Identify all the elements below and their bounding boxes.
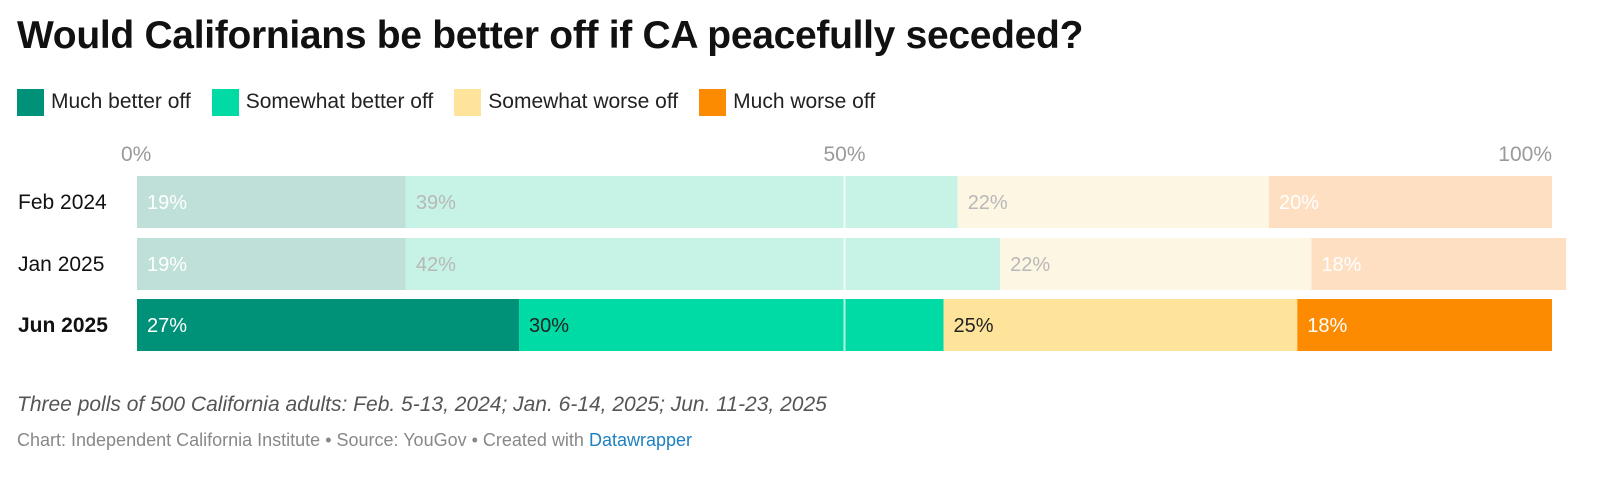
data-label: 39% — [416, 192, 456, 214]
legend-swatch — [699, 88, 727, 116]
legend-label: Somewhat worse off — [488, 90, 679, 113]
data-label: 25% — [954, 315, 994, 337]
bar-segment — [137, 176, 406, 228]
legend-label: Somewhat better off — [245, 90, 434, 113]
data-label: 22% — [1010, 254, 1050, 276]
bar-segment — [405, 238, 1001, 290]
data-label: 30% — [529, 315, 569, 337]
x-tick-label: 50% — [823, 143, 865, 166]
legend-swatch — [211, 88, 239, 116]
legend-item-somewhat-worse: Somewhat worse off — [454, 88, 679, 116]
legend-item-somewhat-better: Somewhat better off — [211, 88, 434, 116]
data-label: 42% — [416, 254, 456, 276]
bar-segment — [405, 176, 958, 228]
category-label: Feb 2024 — [18, 191, 107, 214]
data-label: 22% — [968, 192, 1008, 214]
x-tick-label: 0% — [121, 143, 151, 166]
data-label: 27% — [147, 315, 187, 337]
chart-notes: Three polls of 500 California adults: Fe… — [17, 393, 827, 416]
bar-segment — [1311, 238, 1567, 290]
legend-item-much-better: Much better off — [17, 88, 191, 116]
data-label: 19% — [147, 192, 187, 214]
bar-segment — [1269, 176, 1552, 228]
data-label: 18% — [1321, 254, 1361, 276]
legend-item-much-worse: Much worse off — [699, 88, 876, 116]
category-label: Jan 2025 — [18, 253, 104, 276]
chart-title: Would Californians be better off if CA p… — [17, 14, 1084, 57]
legend-label: Much worse off — [733, 90, 876, 113]
chart-byline: Chart: Independent California Institute … — [17, 430, 692, 451]
datawrapper-link[interactable]: Datawrapper — [588, 430, 693, 450]
x-tick-label: 100% — [1498, 143, 1552, 166]
bar-segment — [943, 299, 1298, 351]
category-label: Jun 2025 — [18, 314, 108, 337]
legend-swatch — [17, 88, 44, 116]
bar-segment — [957, 176, 1269, 228]
bar-segment — [1000, 238, 1312, 290]
bar-segment — [137, 299, 520, 351]
data-label: 18% — [1307, 315, 1347, 337]
data-label: 20% — [1279, 192, 1319, 214]
legend-swatch — [454, 88, 482, 116]
bar-segment — [519, 299, 944, 351]
legend: Much better off Somewhat better off Some… — [17, 88, 896, 116]
bar-segment — [1297, 299, 1552, 351]
bar-segment — [137, 238, 406, 290]
stacked-bar-chart: 0% 50% 100% Feb 2024 19% 39% 22% 20% Jan 2025 19%… — [18, 143, 1567, 351]
legend-label: Much better off — [51, 90, 191, 113]
data-label: 19% — [147, 254, 187, 276]
byline-text: Chart: Independent California Institute … — [17, 430, 589, 450]
